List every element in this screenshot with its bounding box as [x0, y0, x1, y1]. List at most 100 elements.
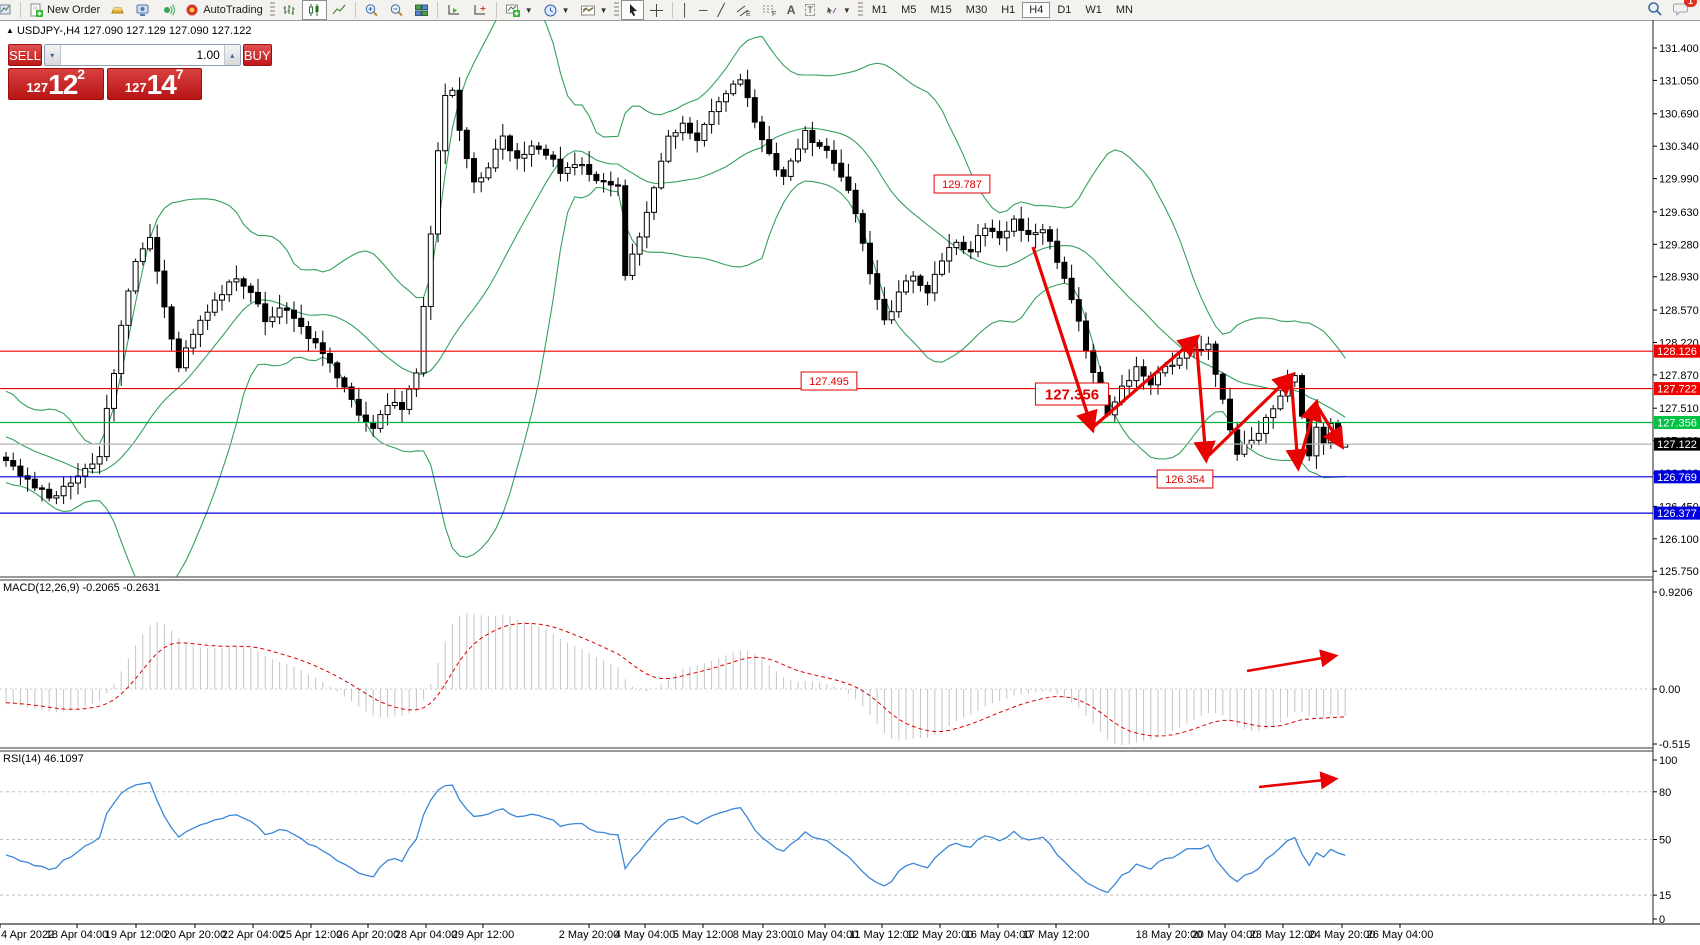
vertical-line-icon: │	[681, 3, 689, 17]
symbol-marker-icon: ▲	[6, 26, 14, 35]
svg-text:130.340: 130.340	[1659, 141, 1699, 153]
sell-price[interactable]: 127 12 2	[8, 66, 104, 100]
svg-text:15: 15	[1659, 890, 1671, 902]
timeframe-M15[interactable]: M15	[930, 3, 952, 16]
buy-price[interactable]: 127 14 7	[106, 66, 202, 100]
community-icon[interactable]	[130, 0, 155, 20]
equidistant-channel-button[interactable]: E	[730, 0, 756, 20]
periods-button[interactable]: ▼	[538, 0, 575, 20]
autotrading-button[interactable]: AutoTrading	[180, 0, 268, 20]
zoom-out-button[interactable]	[384, 0, 409, 20]
volume-increase-button[interactable]: ▴	[223, 45, 240, 65]
line-chart-button[interactable]	[327, 0, 352, 20]
trend-arrow	[1296, 398, 1323, 467]
timeframe-H1[interactable]: H1	[1001, 3, 1016, 16]
svg-text:19 Apr 12:00: 19 Apr 12:00	[105, 929, 167, 941]
sell-button[interactable]: SELL	[8, 44, 42, 66]
search-icon	[1648, 1, 1662, 16]
svg-text:26 Apr 20:00: 26 Apr 20:00	[337, 929, 399, 941]
svg-text:22 Apr 04:00: 22 Apr 04:00	[222, 929, 284, 941]
autoscroll-button[interactable]	[441, 0, 467, 20]
equidistant-channel-icon: E	[736, 5, 751, 17]
svg-text:127.356: 127.356	[1657, 417, 1697, 429]
add-indicator-button[interactable]: ▼	[500, 0, 538, 20]
new-order-button[interactable]: New Order	[24, 0, 105, 20]
svg-text:0.9206: 0.9206	[1659, 587, 1693, 599]
trend-arrow	[1258, 771, 1339, 790]
price-annotation: 127.495	[800, 371, 858, 391]
fibonacci-button[interactable]: F	[756, 0, 782, 20]
timeframe-M30[interactable]: M30	[965, 3, 988, 16]
trend-arrow	[1090, 334, 1201, 430]
svg-text:0.00: 0.00	[1659, 684, 1680, 696]
svg-text:2 May 20:00: 2 May 20:00	[559, 929, 620, 941]
search-button[interactable]	[1647, 1, 1663, 20]
svg-text:29 Apr 12:00: 29 Apr 12:00	[452, 929, 514, 941]
svg-text:11 May 12:00: 11 May 12:00	[849, 929, 915, 941]
candlestick-button[interactable]	[301, 0, 327, 20]
svg-text:131.050: 131.050	[1659, 75, 1699, 87]
volume-decrease-button[interactable]: ▾	[44, 45, 61, 65]
template-button[interactable]: ▼	[575, 0, 613, 20]
svg-text:130.690: 130.690	[1659, 109, 1699, 121]
chart-fragment-icon[interactable]	[0, 0, 17, 20]
svg-text:126.354: 126.354	[1165, 474, 1205, 486]
timeframe-MN[interactable]: MN	[1115, 3, 1133, 16]
bar-chart-icon	[283, 5, 295, 15]
vertical-line-button[interactable]: │	[676, 0, 694, 20]
chart-shift-button[interactable]	[467, 0, 493, 20]
gold-bar-icon[interactable]	[105, 0, 130, 20]
text-button[interactable]: A	[782, 0, 801, 20]
crosshair-button[interactable]	[644, 0, 669, 20]
fibonacci-icon: F	[762, 5, 776, 17]
trend-arrow	[1193, 337, 1216, 464]
svg-text:4 May 04:00: 4 May 04:00	[615, 929, 676, 941]
svg-text:127.122: 127.122	[1657, 439, 1697, 451]
toolbar: New Order AutoTrading	[0, 0, 1700, 21]
horizontal-line-icon: ─	[698, 3, 708, 17]
timeframe-group: M1 M5 M15 M30 H1 H4 D1 W1 MN	[865, 1, 1140, 18]
horizontal-line-button[interactable]: ─	[694, 0, 713, 20]
trendline-icon: ╱	[717, 3, 725, 17]
svg-text:-0.515: -0.515	[1659, 739, 1690, 751]
svg-text:18 May 20:00: 18 May 20:00	[1136, 929, 1203, 941]
timeframe-D1[interactable]: D1	[1057, 3, 1072, 16]
svg-text:20 May 04:00: 20 May 04:00	[1192, 929, 1259, 941]
line-chart-icon	[332, 4, 346, 15]
timeframe-M1[interactable]: M1	[871, 3, 888, 16]
chevron-down-icon: ▼	[599, 5, 608, 15]
tile-windows-icon[interactable]	[409, 0, 434, 20]
svg-text:129.280: 129.280	[1659, 239, 1699, 251]
chat-button[interactable]: 1	[1673, 0, 1697, 19]
timeframe-M5[interactable]: M5	[901, 3, 917, 16]
svg-text:129.787: 129.787	[942, 179, 982, 191]
signals-icon[interactable]	[155, 0, 180, 20]
svg-text:26 May 04:00: 26 May 04:00	[1367, 929, 1434, 941]
svg-text:127.356: 127.356	[1045, 386, 1099, 403]
chevron-down-icon: ▼	[561, 5, 570, 15]
svg-text:24 May 20:00: 24 May 20:00	[1309, 929, 1376, 941]
svg-text:126.377: 126.377	[1657, 508, 1697, 520]
bar-chart-button[interactable]	[277, 0, 302, 20]
svg-text:28 Apr 04:00: 28 Apr 04:00	[395, 929, 457, 941]
symbol-info: ▲ USDJPY-,H4 127.090 127.129 127.090 127…	[6, 25, 251, 37]
trendline-button[interactable]: ╱	[713, 0, 730, 20]
cursor-button[interactable]	[621, 0, 645, 20]
svg-text:128.126: 128.126	[1657, 346, 1697, 358]
text-label-icon: T	[805, 4, 815, 16]
new-order-label: New Order	[47, 4, 101, 16]
volume-stepper: ▾ ▴	[43, 44, 241, 66]
volume-input[interactable]	[60, 45, 224, 65]
trend-arrow	[1031, 246, 1098, 434]
rsi-indicator-label: RSI(14) 46.1097	[3, 753, 84, 765]
svg-text:E: E	[746, 11, 751, 17]
timeframe-H4[interactable]: H4	[1022, 1, 1051, 18]
zoom-in-button[interactable]	[359, 0, 384, 20]
arrows-button[interactable]: ▼	[820, 0, 856, 20]
buy-button[interactable]: BUY	[242, 44, 272, 66]
timeframe-W1[interactable]: W1	[1085, 3, 1102, 16]
text-label-button[interactable]: T	[800, 0, 820, 20]
svg-text:127.870: 127.870	[1659, 370, 1699, 382]
